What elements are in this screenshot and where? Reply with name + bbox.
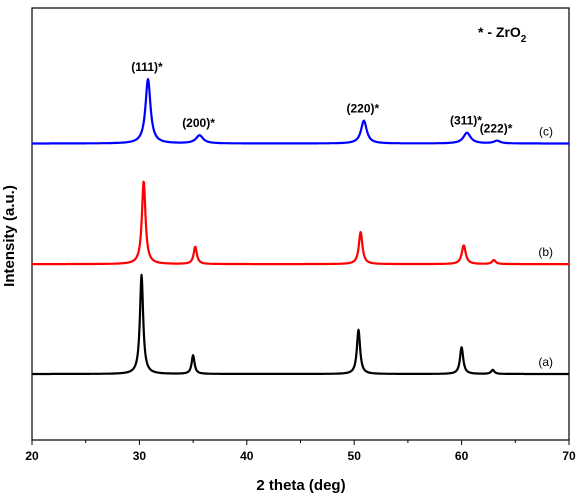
legend-annotation: * - ZrO2 (478, 24, 527, 45)
series-label: (b) (538, 245, 553, 259)
series-line (31, 273, 570, 376)
series-label: (c) (539, 125, 553, 139)
y-axis-title: Intensity (a.u.) (1, 185, 18, 287)
x-tick-label: 30 (133, 449, 147, 463)
x-tick-label: 60 (455, 449, 469, 463)
peak-label: (200)* (182, 116, 215, 130)
x-axis-title: 2 theta (deg) (256, 477, 345, 494)
peak-label: (111)* (131, 60, 163, 74)
series-line (31, 180, 570, 266)
x-tick-label: 40 (240, 449, 254, 463)
x-tick-label: 20 (25, 449, 39, 463)
series-label: (a) (538, 355, 553, 369)
plot-frame (31, 7, 570, 441)
x-axis-ticks: 20 30 40 50 60 70 (25, 440, 576, 463)
plot-area: 20 30 40 50 60 70 (25, 7, 576, 463)
series-group: (a) (b) (c) (31, 78, 570, 376)
series-line (31, 78, 570, 145)
series-0: (a) (31, 273, 570, 376)
legend-annotation-text: * - ZrO2 (478, 24, 527, 45)
x-tick-label: 50 (348, 449, 362, 463)
annotations-group: (111)* (200)* (220)* (311)*(222)* (131, 60, 512, 135)
x-tick-label: 70 (562, 449, 576, 463)
peak-label: (311)* (450, 114, 482, 128)
peak-label: (220)* (347, 102, 380, 116)
peak-label: (222)* (480, 122, 513, 136)
series-2: (c) (31, 78, 570, 145)
series-1: (b) (31, 180, 570, 266)
